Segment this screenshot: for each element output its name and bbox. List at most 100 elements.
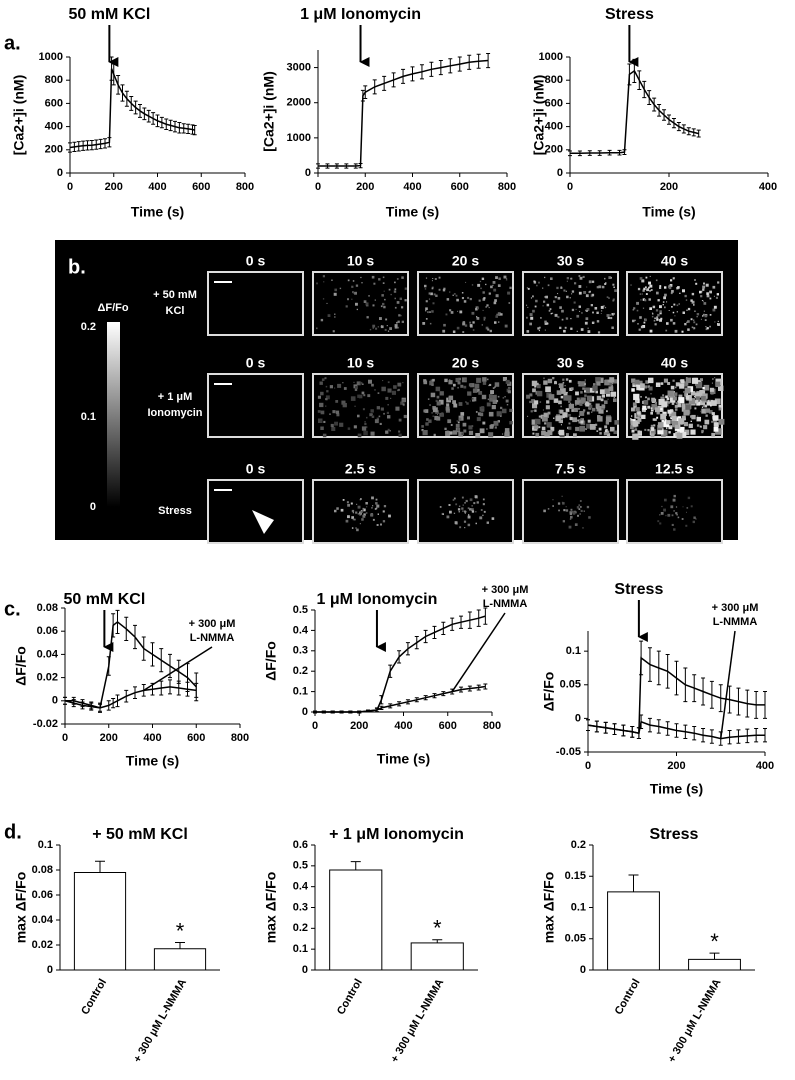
speckle xyxy=(462,322,466,326)
speckle xyxy=(683,409,690,416)
time-label: 5.0 s xyxy=(450,461,481,477)
speckle xyxy=(656,291,659,295)
speckle xyxy=(609,377,615,383)
speckle xyxy=(383,290,385,292)
speckle xyxy=(352,512,354,514)
speckle xyxy=(570,402,572,404)
speckle xyxy=(394,324,398,328)
speckle xyxy=(550,312,552,315)
speckle xyxy=(568,414,571,417)
y-tick-label: 0 xyxy=(305,167,311,179)
speckle xyxy=(469,508,472,511)
speckle xyxy=(390,397,392,399)
x-tick-label: 800 xyxy=(483,720,501,732)
y-tick-label: 0 xyxy=(47,964,53,976)
speckle xyxy=(687,320,690,323)
speckle xyxy=(425,277,428,279)
y-tick-label: 0.05 xyxy=(560,679,581,691)
speckle xyxy=(527,415,529,417)
speckle xyxy=(542,305,544,307)
speckle xyxy=(500,406,503,410)
speckle xyxy=(608,386,614,392)
speckle xyxy=(362,383,364,385)
speckle xyxy=(670,385,675,390)
speckle xyxy=(684,323,687,326)
speckle xyxy=(483,297,486,300)
speckle xyxy=(494,382,500,387)
speckle xyxy=(682,289,685,293)
error-bar xyxy=(683,724,688,740)
speckle xyxy=(572,512,576,515)
error-bar xyxy=(450,617,455,631)
speckle xyxy=(612,379,617,384)
speckle xyxy=(472,321,475,324)
speckle xyxy=(587,419,591,423)
speckle xyxy=(382,302,385,306)
error-bar xyxy=(129,95,134,111)
speckle xyxy=(660,382,664,385)
speckle xyxy=(650,289,653,291)
speckle xyxy=(662,394,665,397)
error-bar xyxy=(639,640,644,676)
error-bar xyxy=(683,667,688,703)
speckle xyxy=(685,382,689,386)
speckle xyxy=(352,292,354,294)
speckle xyxy=(613,312,615,315)
speckle xyxy=(560,405,562,408)
speckle xyxy=(702,289,704,291)
x-axis-label: Time (s) xyxy=(642,204,695,220)
speckle xyxy=(438,399,444,405)
error-bar xyxy=(423,695,428,701)
error-bar xyxy=(432,625,437,640)
speckle xyxy=(455,503,458,506)
speckle xyxy=(664,498,667,502)
speckle xyxy=(598,427,602,431)
error-bar xyxy=(192,124,197,136)
speckle xyxy=(432,278,434,279)
speckle xyxy=(457,310,459,312)
x-tick-label: + 300 μM L-NMMA xyxy=(389,977,447,1065)
speckle xyxy=(383,305,386,309)
error-bar xyxy=(133,100,138,115)
speckle xyxy=(475,511,477,513)
speckle xyxy=(493,420,499,426)
speckle xyxy=(633,419,636,422)
error-bar xyxy=(106,700,111,711)
y-tick-label: 400 xyxy=(545,121,563,133)
speckle xyxy=(442,513,444,515)
x-axis-label: Time (s) xyxy=(386,204,439,220)
time-label: 0 s xyxy=(246,461,266,477)
speckle xyxy=(350,502,353,505)
speckle xyxy=(360,511,363,513)
error-bar xyxy=(667,114,671,125)
speckle xyxy=(486,304,489,307)
speckle xyxy=(532,295,534,298)
speckle xyxy=(353,425,357,429)
speckle xyxy=(351,285,354,288)
speckle xyxy=(530,410,533,413)
speckle xyxy=(599,389,605,395)
speckle xyxy=(346,501,349,504)
speckle xyxy=(354,388,358,391)
error-bar xyxy=(594,720,599,733)
error-bar xyxy=(353,163,358,169)
speckle xyxy=(542,409,544,411)
speckle xyxy=(468,514,470,516)
speckle xyxy=(613,430,617,434)
speckle xyxy=(481,406,485,409)
speckle xyxy=(335,400,339,403)
speckle xyxy=(321,378,325,381)
error-bar xyxy=(727,729,732,745)
speckle xyxy=(650,407,653,409)
speckle xyxy=(586,505,590,509)
speckle xyxy=(650,424,654,428)
error-bar xyxy=(316,163,320,169)
speckle xyxy=(644,428,647,431)
speckle xyxy=(429,404,431,406)
x-tick-label: Control xyxy=(79,977,109,1017)
speckle xyxy=(630,425,634,429)
speckle xyxy=(394,281,396,284)
error-bar xyxy=(674,660,679,696)
speckle xyxy=(393,385,397,389)
